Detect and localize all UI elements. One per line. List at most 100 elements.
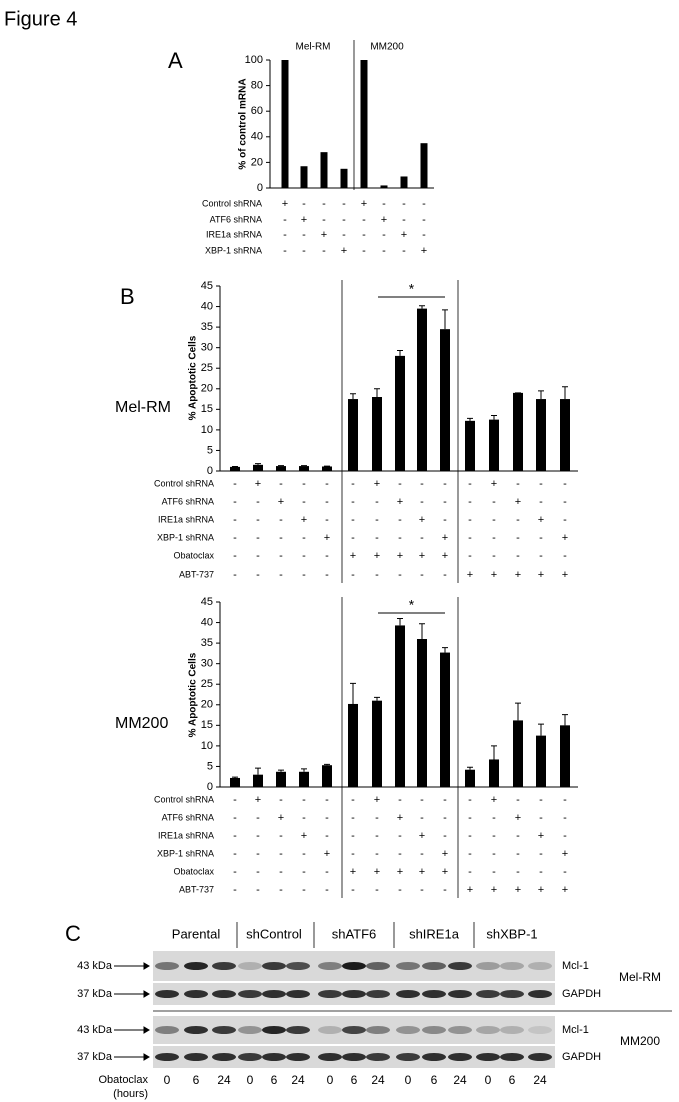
error-bar (374, 696, 380, 701)
condition-mark: - (420, 812, 424, 824)
band (396, 1026, 420, 1034)
bar (340, 168, 348, 188)
condition-mark: - (375, 884, 379, 896)
y-tick-label: 35 (201, 321, 213, 333)
condition-mark: - (420, 496, 424, 508)
condition-mark: - (351, 532, 355, 544)
band (528, 962, 552, 970)
lane-group-label: shControl (246, 926, 302, 941)
condition-mark: - (382, 229, 386, 241)
condition-mark: + (397, 550, 403, 562)
condition-mark: - (362, 245, 366, 257)
bar (372, 397, 382, 471)
condition-mark: + (538, 569, 544, 581)
error-bar (397, 617, 403, 626)
bar (536, 735, 546, 787)
condition-mark: - (420, 478, 424, 490)
y-tick-label: 10 (201, 740, 213, 752)
error-bar (419, 305, 425, 309)
y-tick-label: 20 (251, 156, 263, 168)
y-tick-label: 40 (201, 300, 213, 312)
y-axis-label: % of control mRNA (238, 78, 249, 169)
band (155, 990, 179, 998)
condition-mark: - (325, 569, 329, 581)
condition-mark: - (382, 198, 386, 210)
condition-mark: - (279, 532, 283, 544)
condition-mark: - (516, 848, 520, 860)
condition-mark: - (233, 830, 237, 842)
condition-mark: + (442, 866, 448, 878)
condition-mark: - (233, 866, 237, 878)
condition-mark: - (342, 198, 346, 210)
panel-label: C (65, 921, 81, 946)
condition-mark: - (375, 812, 379, 824)
condition-mark: + (350, 550, 356, 562)
time-value: 0 (405, 1073, 412, 1087)
band (155, 962, 179, 970)
condition-mark: - (233, 569, 237, 581)
condition-mark: - (233, 532, 237, 544)
condition-mark: + (301, 514, 307, 526)
time-value: 0 (327, 1073, 334, 1087)
band (528, 1026, 552, 1034)
condition-label: ABT-737 (179, 569, 214, 579)
band (422, 990, 446, 998)
bar (465, 769, 475, 787)
condition-mark: - (539, 478, 543, 490)
condition-mark: + (324, 848, 330, 860)
condition-mark: - (563, 496, 567, 508)
condition-label: Obatoclax (173, 550, 214, 560)
condition-mark: - (468, 514, 472, 526)
condition-label: Control shRNA (154, 478, 214, 488)
error-bar (515, 702, 521, 721)
condition-mark: + (562, 532, 568, 544)
condition-mark: + (401, 229, 407, 241)
band (528, 1053, 552, 1061)
time-value: 6 (193, 1073, 200, 1087)
condition-mark: - (342, 214, 346, 226)
condition-mark: - (516, 866, 520, 878)
band (342, 1026, 366, 1034)
y-tick-label: 45 (201, 280, 213, 292)
condition-mark: - (398, 532, 402, 544)
marker-label: 37 kDa (77, 988, 113, 1000)
time-value: 0 (164, 1073, 171, 1087)
condition-mark: - (563, 812, 567, 824)
condition-mark: - (563, 550, 567, 562)
band (184, 1053, 208, 1061)
error-bar (491, 415, 497, 420)
condition-mark: - (516, 550, 520, 562)
bar (372, 700, 382, 787)
lane-group-label: shATF6 (332, 926, 377, 941)
y-tick-label: 30 (201, 658, 213, 670)
row-label: Mel-RM (115, 399, 171, 416)
marker-arrow (114, 1053, 150, 1061)
condition-mark: - (256, 866, 260, 878)
bar (489, 419, 499, 471)
band (396, 1053, 420, 1061)
condition-mark: - (351, 478, 355, 490)
band (366, 1053, 390, 1061)
condition-mark: - (420, 569, 424, 581)
error-bar (491, 745, 497, 760)
bar (299, 771, 309, 787)
condition-mark: + (321, 229, 327, 241)
condition-mark: - (420, 848, 424, 860)
bar (322, 466, 332, 471)
condition-mark: + (374, 866, 380, 878)
protein-label: Mcl-1 (562, 1024, 589, 1036)
error-bar (442, 309, 448, 330)
condition-mark: + (397, 866, 403, 878)
condition-mark: - (302, 229, 306, 241)
band (528, 990, 552, 998)
condition-mark: - (468, 830, 472, 842)
y-tick-label: 0 (207, 465, 213, 477)
condition-mark: - (302, 532, 306, 544)
bar (380, 185, 388, 188)
band (500, 962, 524, 970)
condition-mark: - (256, 830, 260, 842)
condition-mark: + (491, 569, 497, 581)
protein-label: GAPDH (562, 1051, 601, 1063)
condition-mark: - (233, 884, 237, 896)
bar (417, 308, 427, 471)
